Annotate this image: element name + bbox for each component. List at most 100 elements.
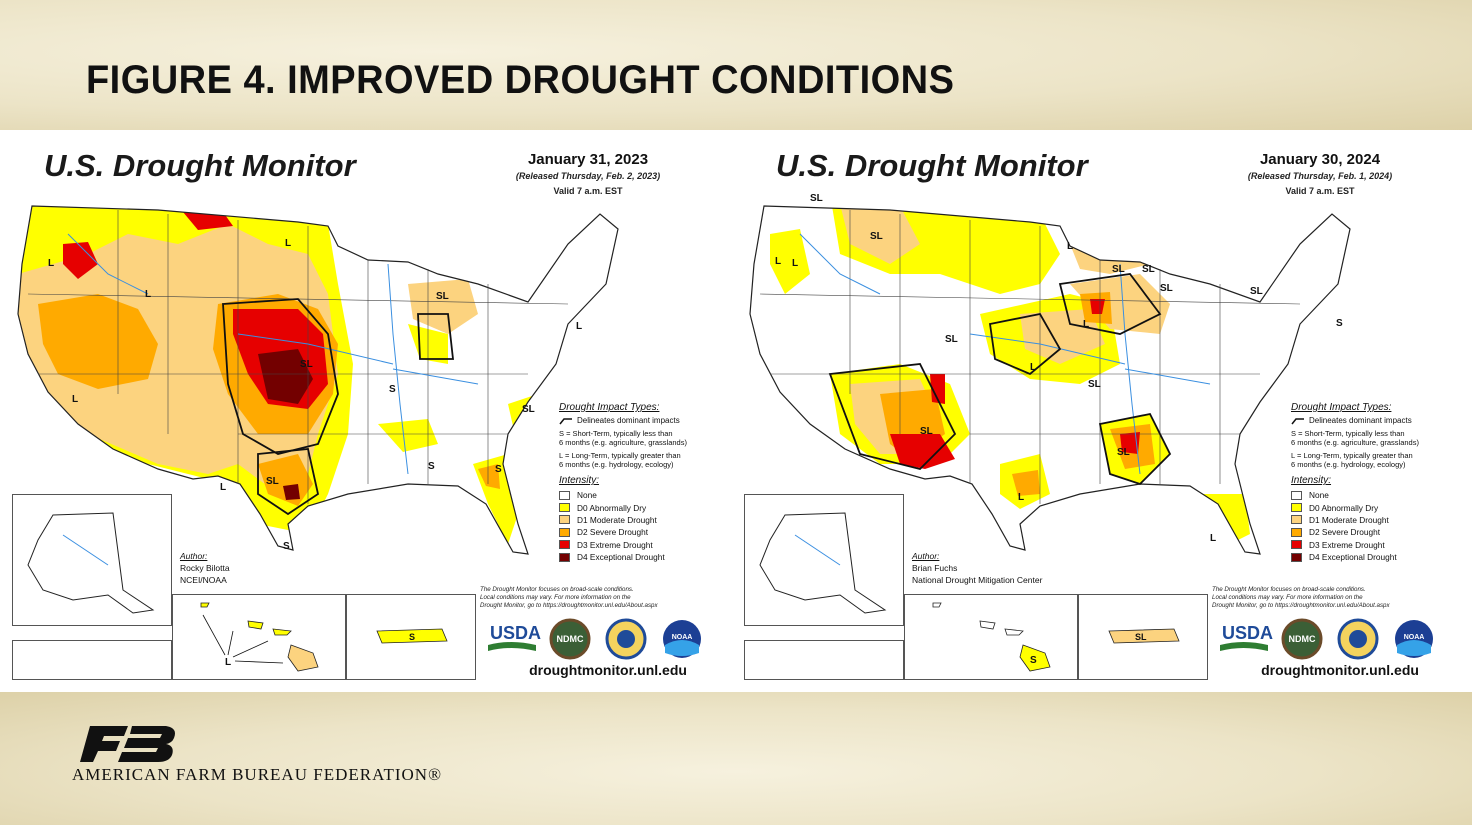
slide-title: FIGURE 4. IMPROVED DROUGHT CONDITIONS xyxy=(86,58,955,102)
legend-none: None xyxy=(577,490,597,501)
swatch-d3 xyxy=(1291,540,1302,550)
label-SL-puertorico: SL xyxy=(1135,632,1147,642)
label-L-iowa: L xyxy=(1083,319,1089,330)
swatch-d1 xyxy=(1291,515,1302,525)
label-SL-carolina: SL xyxy=(522,404,535,415)
alaska-inset xyxy=(744,494,904,626)
label-L-newyork: L xyxy=(576,321,582,332)
usda-logo: USDA xyxy=(488,623,541,651)
label-L-west: L xyxy=(48,258,54,269)
author-heading: Author: xyxy=(180,551,208,561)
label-L-california: L xyxy=(72,394,78,405)
label-SL-kentucky: SL xyxy=(1088,379,1101,390)
map-date: January 31, 2023 xyxy=(527,151,649,168)
svg-text:NOAA: NOAA xyxy=(672,634,693,641)
footnote: The Drought Monitor focuses on broad-sca… xyxy=(1212,586,1462,611)
commerce-seal-logo xyxy=(1337,618,1379,660)
label-SL-michigan: SL xyxy=(436,291,449,302)
alaska-inset xyxy=(12,494,172,626)
short-term-line2: 6 months (e.g. agriculture, grasslands) xyxy=(559,438,687,447)
author-heading: Author: xyxy=(912,551,940,561)
date-block: January 31, 2023 (Released Thursday, Feb… xyxy=(478,151,698,196)
hawaii-inset: S xyxy=(904,594,1078,680)
label-S-puertorico: S xyxy=(409,632,415,642)
label-L-oregon: L xyxy=(792,258,798,269)
puerto-rico-inset: S xyxy=(346,594,476,680)
author-block: Author: Rocky Bilotta NCEI/NOAA xyxy=(180,550,230,586)
hawaii-inset: L xyxy=(172,594,346,680)
legend-d0: D0 Abnormally Dry xyxy=(1309,502,1379,513)
label-S-virginia: S xyxy=(389,384,396,395)
long-term-line2: 6 months (e.g. hydrology, ecology) xyxy=(1291,460,1406,469)
swatch-d2 xyxy=(559,527,570,537)
afbf-logo-icon xyxy=(80,726,175,762)
label-S-florida: S xyxy=(495,464,502,475)
impact-boundaries xyxy=(828,273,1172,486)
long-term-line2: 6 months (e.g. hydrology, ecology) xyxy=(559,460,674,469)
aleutians-inset xyxy=(744,640,904,680)
header-background xyxy=(0,0,1472,130)
agency-logos: USDA NDMC NOAA xyxy=(1220,618,1433,660)
author-block: Author: Brian Fuchs National Drought Mit… xyxy=(912,550,1042,586)
swatch-d2 xyxy=(1291,527,1302,537)
label-SL-texas: SL xyxy=(266,476,279,487)
drought-monitor-url[interactable]: droughtmonitor.unl.edu xyxy=(1261,662,1419,678)
release-date: (Released Thursday, Feb. 2, 2023) xyxy=(515,171,661,181)
footnote-line1: The Drought Monitor focuses on broad-sca… xyxy=(1212,586,1366,593)
swatch-none xyxy=(1291,490,1302,500)
long-term-line1: L = Long-Term, typically greater than xyxy=(1291,451,1413,460)
footer-background xyxy=(0,692,1472,825)
delineates-label: Delineates dominant impacts xyxy=(1309,416,1412,425)
rivers xyxy=(67,233,479,475)
short-term-line1: S = Short-Term, typically less than xyxy=(559,429,673,438)
us-map-2023: L L L L SL SL S L SL L S SL S S xyxy=(17,205,619,555)
legend-d4: D4 Exceptional Drought xyxy=(577,552,665,563)
impact-types-heading: Drought Impact Types: xyxy=(1291,402,1392,413)
label-SL-nebraska: SL xyxy=(945,334,958,345)
drought-map-2024: SL L L SL L SL SL SL SL L L SL SL SL L L… xyxy=(740,134,1464,686)
label-SL-michigan-up: SL xyxy=(1142,264,1155,275)
label-S-hawaii: S xyxy=(1030,655,1037,666)
label-L-utah: L xyxy=(145,289,151,300)
svg-text:USDA: USDA xyxy=(490,623,541,643)
legend-d3: D3 Extreme Drought xyxy=(1309,539,1385,550)
drought-map-2023: L L L L SL SL S L SL L S SL S S U.S. Dro… xyxy=(8,134,732,686)
footnote-line3: Drought Monitor, go to https://droughtmo… xyxy=(480,602,658,610)
footnote-line1: The Drought Monitor focuses on broad-sca… xyxy=(480,586,634,593)
svg-text:USDA: USDA xyxy=(1222,623,1273,643)
label-SL-michigan: SL xyxy=(1160,283,1173,294)
us-map-2024: SL L L SL L SL SL SL SL L L SL SL SL L L… xyxy=(749,193,1351,555)
drought-monitor-url[interactable]: droughtmonitor.unl.edu xyxy=(529,662,687,678)
us-outline xyxy=(17,205,619,555)
label-L-minnesota: L xyxy=(1067,241,1073,252)
agency-logos: USDA NDMC NOAA xyxy=(488,618,701,660)
map-title: U.S. Drought Monitor xyxy=(44,148,356,183)
usda-logo: USDA xyxy=(1220,623,1273,651)
ndmc-logo: NDMC xyxy=(1281,618,1323,660)
impact-line-icon xyxy=(1291,417,1304,424)
footnote-line2: Local conditions may vary. For more info… xyxy=(1212,594,1363,602)
label-L-northeast-mt: L xyxy=(285,238,291,249)
swatch-d4 xyxy=(1291,552,1302,562)
date-block: January 30, 2024 (Released Thursday, Feb… xyxy=(1210,151,1430,196)
legend-none: None xyxy=(1309,490,1329,501)
legend: Drought Impact Types: Delineates dominan… xyxy=(1291,402,1461,563)
swatch-d0 xyxy=(1291,503,1302,513)
label-L-hawaii: L xyxy=(225,657,231,668)
svg-text:NOAA: NOAA xyxy=(1404,634,1425,641)
label-S-texas-south: S xyxy=(283,541,290,552)
swatch-d0 xyxy=(559,503,570,513)
legend-d1: D1 Moderate Drought xyxy=(1309,514,1389,525)
impact-types-heading: Drought Impact Types: xyxy=(559,402,660,413)
delineates-label: Delineates dominant impacts xyxy=(577,416,680,425)
legend-d1: D1 Moderate Drought xyxy=(577,514,657,525)
swatch-none xyxy=(559,490,570,500)
legend-d3: D3 Extreme Drought xyxy=(577,539,653,550)
us-outline xyxy=(749,205,1351,555)
author-org: NCEI/NOAA xyxy=(180,575,227,585)
label-L-florida: L xyxy=(1210,533,1216,544)
map-title: U.S. Drought Monitor xyxy=(776,148,1088,183)
intensity-heading: Intensity: xyxy=(559,475,600,486)
label-SL-mississippi: SL xyxy=(1117,447,1130,458)
valid-time: Valid 7 a.m. EST xyxy=(1285,186,1355,196)
